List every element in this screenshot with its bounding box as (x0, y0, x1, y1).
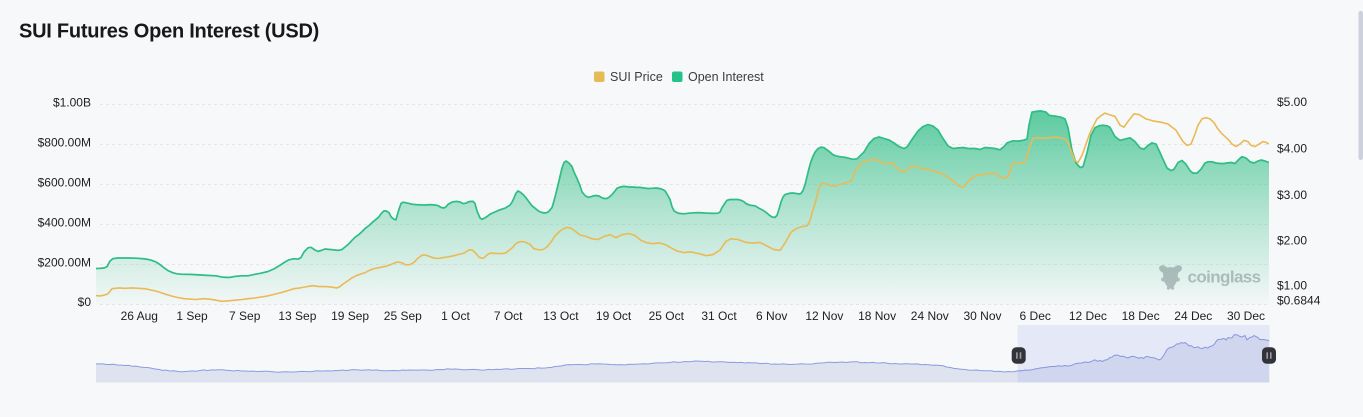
svg-text:$3.00: $3.00 (1277, 188, 1307, 202)
svg-text:1 Sep: 1 Sep (176, 309, 208, 323)
svg-text:31 Oct: 31 Oct (701, 309, 737, 323)
svg-text:12 Dec: 12 Dec (1069, 309, 1107, 323)
svg-text:$400.00M: $400.00M (38, 216, 91, 230)
svg-text:18 Nov: 18 Nov (858, 309, 896, 323)
svg-text:$800.00M: $800.00M (38, 136, 91, 150)
svg-text:$1.00B: $1.00B (53, 96, 91, 110)
svg-text:$4.00: $4.00 (1277, 142, 1307, 156)
svg-text:30 Dec: 30 Dec (1227, 309, 1265, 323)
svg-text:19 Sep: 19 Sep (331, 309, 369, 323)
svg-text:18 Dec: 18 Dec (1122, 309, 1160, 323)
svg-text:25 Sep: 25 Sep (384, 309, 422, 323)
svg-text:1 Oct: 1 Oct (441, 309, 470, 323)
svg-text:6 Nov: 6 Nov (756, 309, 787, 323)
svg-text:24 Dec: 24 Dec (1174, 309, 1212, 323)
svg-text:26 Aug: 26 Aug (121, 309, 158, 323)
svg-text:7 Sep: 7 Sep (229, 309, 261, 323)
svg-text:$0.6844: $0.6844 (1277, 294, 1321, 308)
svg-text:SUI Price: SUI Price (610, 70, 663, 84)
svg-text:24 Nov: 24 Nov (911, 309, 949, 323)
svg-text:19 Oct: 19 Oct (596, 309, 632, 323)
svg-text:13 Oct: 13 Oct (543, 309, 579, 323)
svg-text:$5.00: $5.00 (1277, 95, 1307, 109)
svg-text:7 Oct: 7 Oct (494, 309, 523, 323)
svg-text:$600.00M: $600.00M (38, 176, 91, 190)
svg-text:$1.00: $1.00 (1277, 279, 1307, 293)
svg-text:$200.00M: $200.00M (38, 256, 91, 270)
svg-text:6 Dec: 6 Dec (1020, 309, 1051, 323)
svg-text:Open Interest: Open Interest (688, 70, 764, 84)
svg-text:SUI Futures Open Interest (USD: SUI Futures Open Interest (USD) (19, 21, 319, 43)
svg-text:13 Sep: 13 Sep (278, 309, 316, 323)
svg-text:$2.00: $2.00 (1277, 234, 1307, 248)
svg-text:25 Oct: 25 Oct (649, 309, 685, 323)
svg-text:12 Nov: 12 Nov (805, 309, 843, 323)
svg-text:$0: $0 (78, 295, 92, 309)
svg-text:30 Nov: 30 Nov (963, 309, 1001, 323)
